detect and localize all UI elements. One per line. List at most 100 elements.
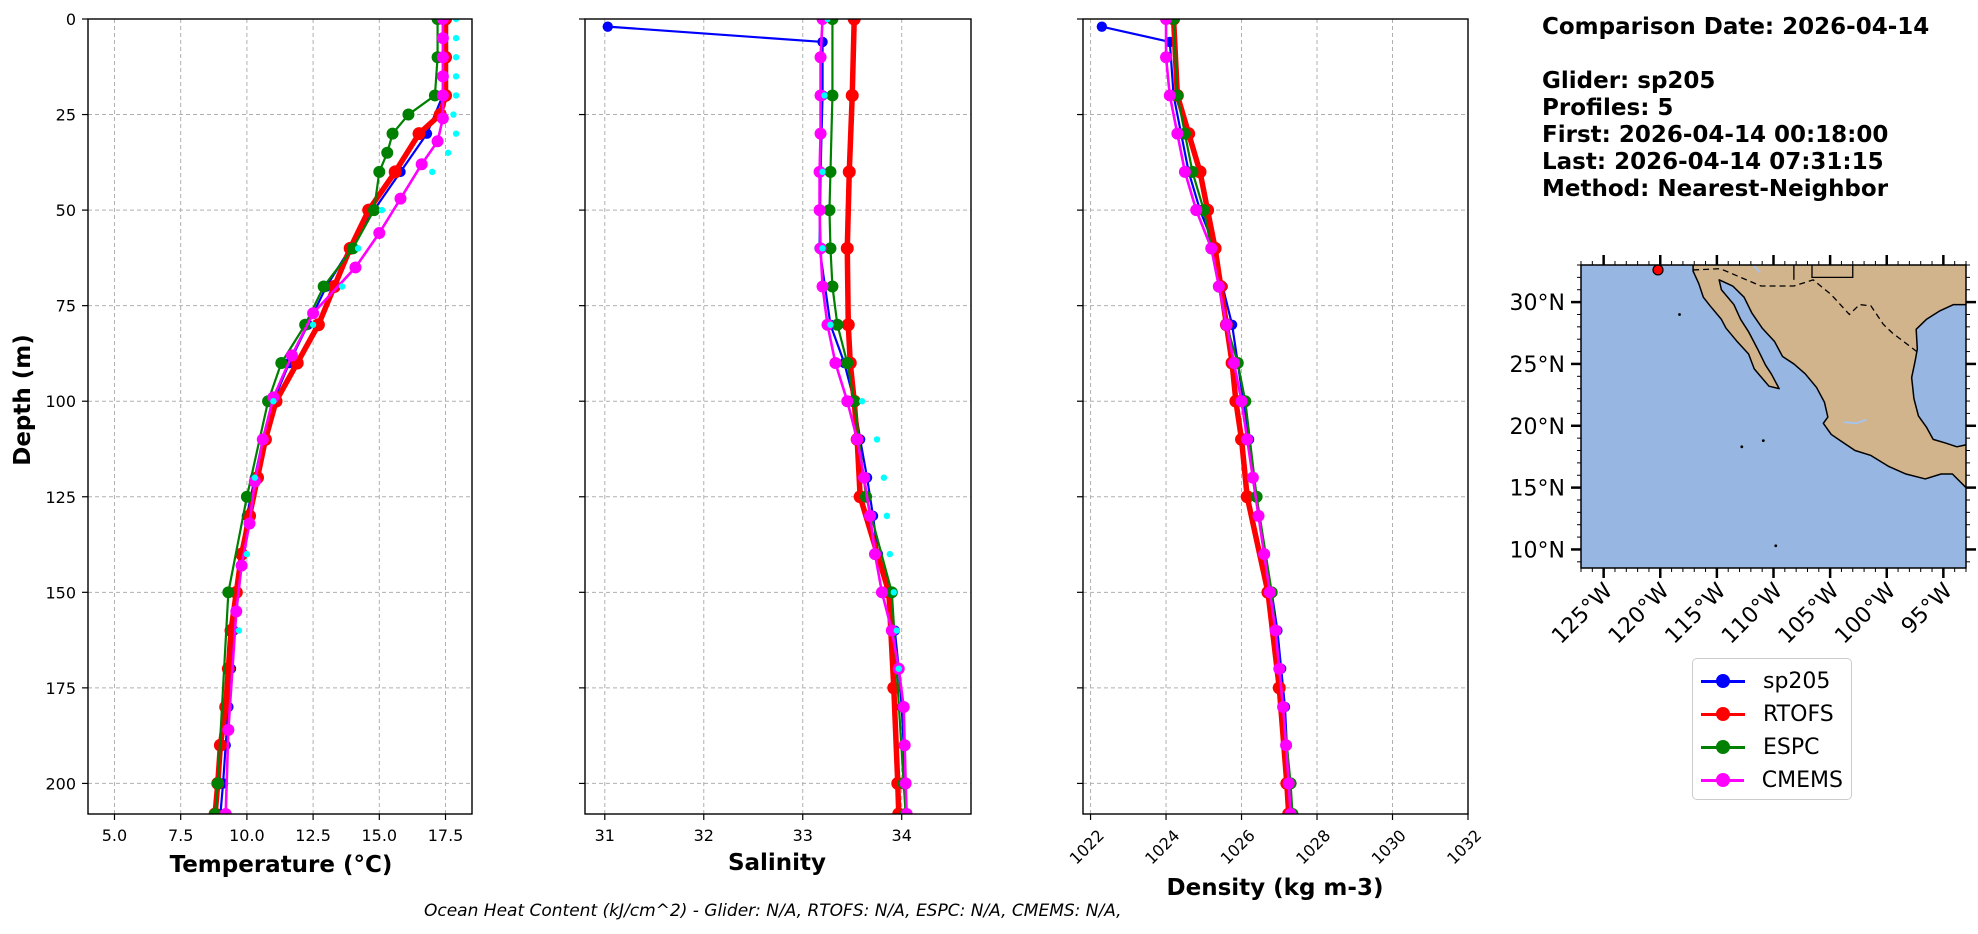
glider-point [886,550,894,558]
legend-label: RTOFS [1763,702,1834,727]
series-point-cmems [230,605,243,618]
series-point-cmems [858,471,871,484]
location-map: 30°N 25°N 20°N 15°N 10°N 125°W120°W115°W110°W… [1510,255,1976,649]
island [1774,544,1778,548]
temperature-axis-label: Temperature (°C) [170,852,393,878]
series-point-cmems [1178,165,1191,178]
glider-point [429,168,436,176]
series-point-rtofs [412,127,426,141]
series-point-cmems [841,395,854,408]
series-group [1096,19,1299,814]
glider-point [873,436,881,443]
series-line-cmems [1164,19,1292,814]
series-point-cmems [436,19,449,25]
series-point-cmems [373,227,386,240]
legend-item-rtofs: RTOFS [1701,698,1843,731]
series-point-cmems [1273,662,1286,675]
y-tick-label: 0 [66,10,76,29]
series-point-cmems [394,192,407,205]
series-point-cmems [885,624,898,637]
lon-label: 105°W [1774,578,1845,649]
series-point-cmems [222,723,235,736]
salinity-panel: 31 32 33 34 [579,18,972,845]
glider-point [452,54,460,61]
series-point-espc [240,490,253,503]
series-line-rtofs [212,19,449,814]
last-time: Last: 2026-04-14 07:31:15 [1542,149,1884,175]
y-tick-label: 125 [45,488,76,507]
lon-label: 125°W [1547,578,1618,649]
series-point-rtofs [1272,681,1286,695]
glider-point [883,512,891,520]
legend-item-sp205: sp205 [1701,665,1843,698]
series-point-sp205 [602,21,613,32]
comparison-info: Comparison Date: 2026-04-14 Glider: sp20… [1542,14,1929,203]
series-point-cmems [285,349,298,362]
glider-point [452,34,460,42]
series-point-espc [317,280,330,293]
series-point-rtofs [840,241,854,255]
series-point-espc [386,127,399,140]
series-point-cmems [1280,739,1293,752]
lon-label: 100°W [1830,578,1901,649]
glider-point [450,111,457,118]
lat-label: 25°N [1510,353,1565,378]
density-panel: 1022 1024 1026 1028 1030 1032 [1066,18,1485,868]
plot-frame [87,18,473,815]
y-tick-label: 75 [56,297,76,316]
series-point-cmems [1246,471,1259,484]
glider-point [893,627,900,634]
legend-swatch [1701,707,1745,721]
glider-point [824,19,831,23]
series-point-cmems [900,808,913,814]
x-tick-label: 34 [892,826,912,845]
series-line-cmems [224,19,445,814]
x-tick-label: 1026 [1217,826,1259,868]
legend-label: CMEMS [1761,768,1843,793]
series-line-cmems [818,19,908,814]
series-point-cmems [851,433,864,446]
series-point-cmems [1212,280,1225,293]
series-line-sp205 [607,25,907,814]
ocean-heat-content-note: Ocean Heat Content (kJ/cm^2) - Glider: N… [424,901,1122,921]
series-point-cmems [814,127,827,140]
series-point-cmems [1277,700,1290,713]
series-point-cmems [436,112,449,125]
glider-point [880,474,888,481]
lat-label: 15°N [1510,477,1565,502]
glider-point [270,398,277,405]
x-tick-label: 15.0 [361,826,397,845]
series-point-espc [346,242,359,255]
land [1692,265,1966,489]
x-tick-label: 1024 [1141,826,1183,868]
x-tick-label: 10.0 [229,826,265,845]
series-point-cmems [1252,509,1265,522]
series-point-cmems [436,51,449,64]
series-point-cmems [816,280,829,293]
x-tick-label: 7.5 [168,826,193,845]
series-point-espc [841,356,854,369]
series-point-cmems [1235,395,1248,408]
series-point-espc [381,146,394,159]
series-group [602,19,913,814]
series-point-cmems [1205,242,1218,255]
y-tick-label: 175 [45,679,76,698]
plot-frame [584,18,972,815]
series-point-rtofs [311,318,325,332]
series-point-cmems [1220,318,1233,331]
map-body [1581,265,1966,568]
lon-label: 115°W [1661,578,1732,649]
series-point-cmems [1258,548,1271,561]
series-point-cmems [219,808,232,814]
profile-count: Profiles: 5 [1542,95,1674,121]
series-point-cmems [1241,433,1254,446]
glider-point [354,245,362,252]
series-point-cmems [829,356,842,369]
glider-point [452,130,460,137]
series-point-espc [402,108,415,121]
series-point-espc [824,242,837,255]
x-tick-label: 32 [694,826,714,845]
legend: sp205 RTOFS ESPC CMEMS [1692,658,1852,800]
series-point-cmems [1269,624,1282,637]
